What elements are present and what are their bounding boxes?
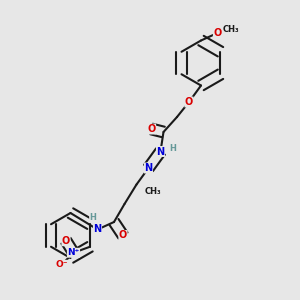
Text: O⁻: O⁻ [55, 260, 68, 269]
Text: H: H [169, 144, 176, 153]
Text: H: H [90, 213, 96, 222]
Text: CH₃: CH₃ [223, 26, 239, 34]
Text: CH₃: CH₃ [145, 188, 161, 196]
Text: N: N [144, 163, 153, 173]
Text: N: N [93, 224, 102, 235]
Text: O: O [147, 124, 156, 134]
Text: O: O [62, 236, 70, 246]
Text: O: O [213, 28, 222, 38]
Text: O: O [185, 97, 193, 107]
Text: N: N [156, 146, 165, 157]
Text: N⁺: N⁺ [68, 248, 80, 257]
Text: O: O [119, 230, 127, 241]
